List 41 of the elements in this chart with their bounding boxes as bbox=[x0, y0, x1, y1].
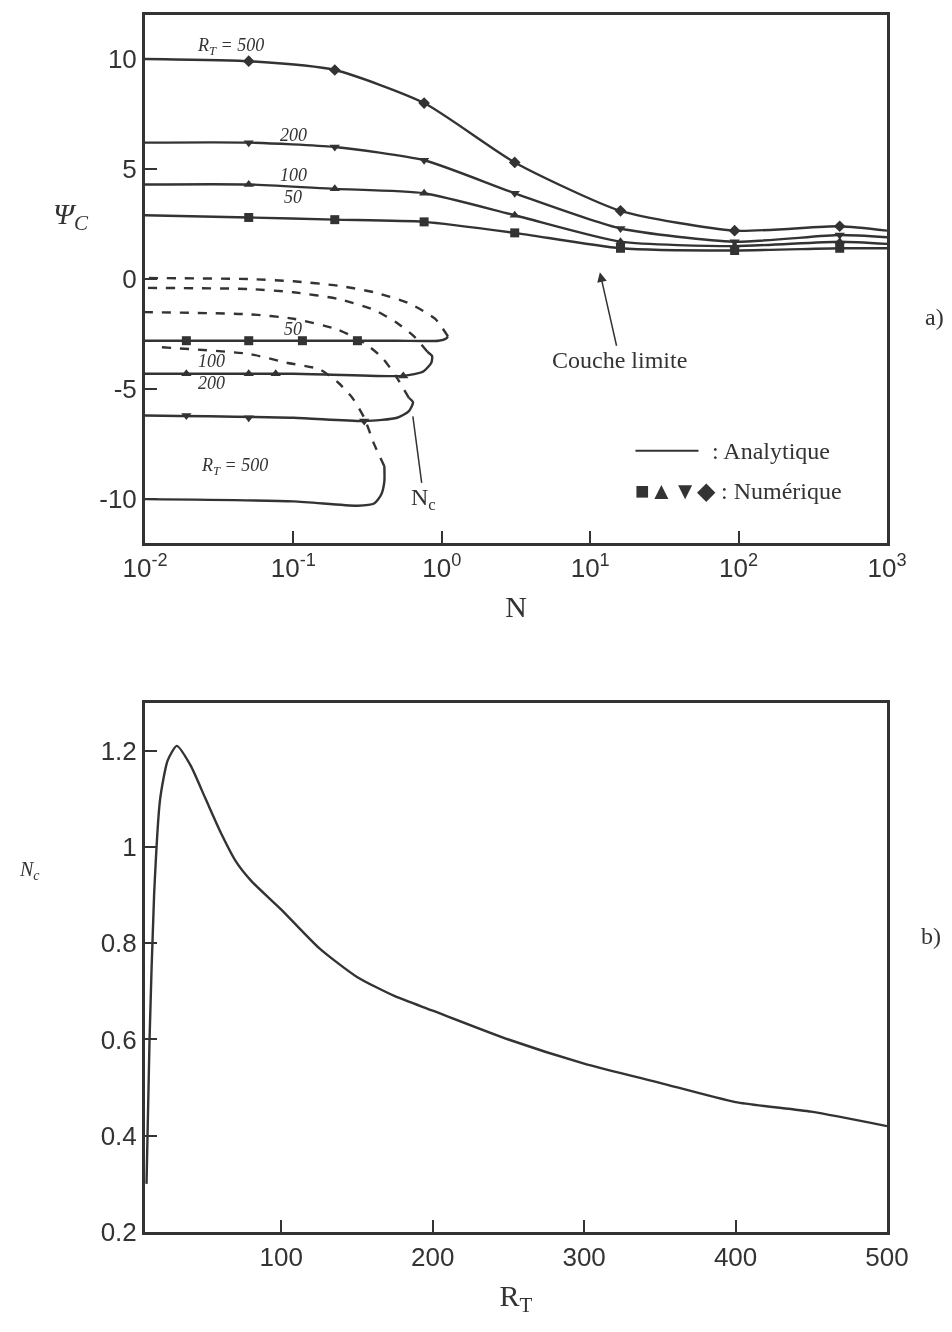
annotation: : Analytique bbox=[712, 438, 830, 464]
annotation: 50 bbox=[284, 187, 302, 207]
text: a) bbox=[925, 304, 944, 330]
x-tick-label: 400 bbox=[713, 1242, 758, 1273]
text: b) bbox=[921, 923, 941, 949]
y-tick-label: -5 bbox=[113, 374, 137, 405]
annotation: 200 bbox=[198, 373, 225, 393]
x-tick-label: 10$^{3}$ bbox=[867, 550, 907, 584]
y-tick-label: 0.6 bbox=[100, 1024, 137, 1055]
x-tick-label: 500 bbox=[865, 1242, 909, 1273]
x-tick-label: 100 bbox=[259, 1242, 303, 1273]
y-tick-label: 0.8 bbox=[100, 928, 137, 959]
y-tick-label: 0.2 bbox=[100, 1217, 137, 1248]
annotation: ■▲▼◆ : Numérique bbox=[635, 478, 842, 504]
x-tick-label: 300 bbox=[562, 1242, 606, 1273]
y-tick-label: 10 bbox=[107, 44, 137, 75]
y-tick-label: 0 bbox=[122, 264, 137, 295]
annotation: 100 bbox=[198, 351, 225, 371]
y-axis-title: N$_{c}$ bbox=[19, 858, 41, 884]
annotation: R$_{T}$ = 500 bbox=[197, 35, 265, 58]
x-axis-title: R$_{T}$ bbox=[499, 1278, 533, 1317]
annotation: N$_{c}$ bbox=[411, 484, 436, 515]
annotation: 50 bbox=[284, 319, 302, 339]
x-tick-label: 10$^{2}$ bbox=[719, 550, 759, 584]
x-axis-title: N bbox=[505, 589, 527, 623]
y-tick-label: -10 bbox=[99, 484, 137, 515]
x-tick-label: 10$^{1}$ bbox=[570, 550, 610, 584]
annotation: 100 bbox=[280, 165, 307, 185]
x-tick-label: 10$^{-1}$ bbox=[270, 550, 316, 584]
annotation: 200 bbox=[280, 125, 307, 145]
y-tick-label: 0.4 bbox=[100, 1120, 137, 1151]
x-tick-label: 10$^{-2}$ bbox=[122, 550, 168, 584]
y-tick-label: 1 bbox=[122, 832, 137, 863]
line-series bbox=[145, 744, 887, 1186]
annotation: Couche limite bbox=[552, 347, 688, 373]
x-tick-label: 10$^{0}$ bbox=[422, 550, 462, 584]
y-tick-label: 5 bbox=[122, 154, 137, 185]
y-axis-title: Ψ$_{C}$ bbox=[53, 197, 90, 236]
x-tick-label: 200 bbox=[411, 1242, 455, 1273]
y-tick-label: 1.2 bbox=[100, 735, 137, 766]
annotation: R$_{T}$ = 500 bbox=[201, 455, 269, 478]
